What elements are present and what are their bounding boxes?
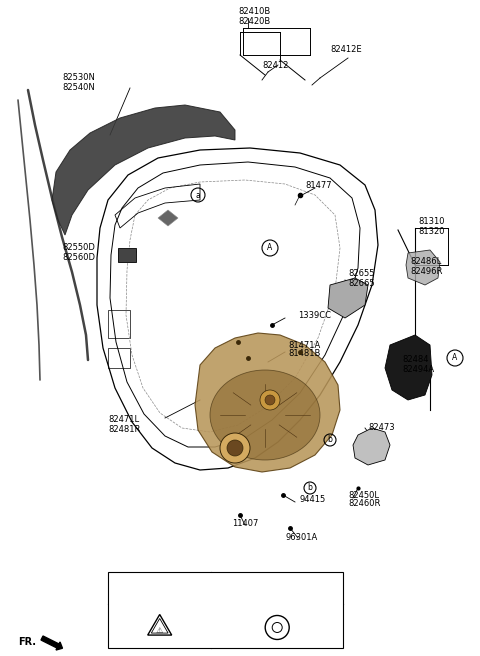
Text: 81481B: 81481B [288, 350, 320, 358]
Text: 82450L: 82450L [348, 491, 379, 499]
Text: 82496R: 82496R [410, 266, 443, 276]
Text: 82550D: 82550D [62, 243, 95, 253]
Text: 91971R: 91971R [233, 589, 265, 598]
Text: ⚠: ⚠ [156, 626, 164, 635]
Polygon shape [195, 333, 340, 472]
Text: 82412: 82412 [262, 60, 288, 70]
Polygon shape [385, 335, 432, 400]
Text: b: b [327, 436, 333, 445]
Text: a: a [117, 583, 121, 592]
Text: FR.: FR. [18, 637, 36, 647]
Text: 82560D: 82560D [62, 253, 95, 262]
Text: 82473: 82473 [368, 424, 395, 432]
Text: 82494A: 82494A [402, 365, 434, 373]
Text: 82484: 82484 [402, 356, 429, 365]
Text: 82540N: 82540N [62, 83, 95, 91]
Text: 81320: 81320 [418, 226, 444, 236]
Text: 82410B: 82410B [238, 7, 270, 16]
Text: 82665: 82665 [348, 279, 374, 287]
Bar [108, 348, 130, 368]
Polygon shape [353, 428, 390, 465]
Circle shape [260, 390, 280, 410]
Text: 11407: 11407 [232, 518, 258, 527]
Text: 96111A: 96111A [130, 583, 162, 592]
Polygon shape [406, 250, 440, 285]
Text: 82420B: 82420B [238, 16, 270, 26]
Text: 81471A: 81471A [288, 340, 320, 350]
Text: 81310: 81310 [418, 218, 444, 226]
Text: a: a [196, 190, 200, 199]
Polygon shape [52, 105, 235, 235]
Text: 1731JF: 1731JF [233, 579, 262, 588]
Text: A: A [452, 354, 457, 363]
Text: 81477: 81477 [305, 180, 332, 190]
Text: 82460R: 82460R [348, 499, 380, 508]
Circle shape [265, 395, 275, 405]
Text: b: b [308, 483, 312, 493]
Text: 82412E: 82412E [330, 45, 361, 54]
Text: A: A [267, 243, 273, 253]
Bar [108, 572, 343, 648]
Bar [108, 310, 130, 338]
Circle shape [227, 440, 243, 456]
Text: 96301A: 96301A [285, 533, 317, 541]
Text: 94415: 94415 [300, 495, 326, 504]
Bar [118, 248, 136, 262]
Text: 82481R: 82481R [108, 424, 140, 434]
Text: 1339CC: 1339CC [298, 310, 331, 319]
Text: 82486L: 82486L [410, 258, 441, 266]
Circle shape [220, 433, 250, 463]
Ellipse shape [210, 370, 320, 460]
Text: 82530N: 82530N [62, 73, 95, 83]
FancyArrow shape [41, 636, 62, 650]
Text: b: b [219, 583, 224, 592]
Polygon shape [328, 278, 368, 318]
Text: 82655: 82655 [348, 270, 374, 279]
Polygon shape [158, 210, 178, 226]
Text: 82471L: 82471L [108, 415, 139, 424]
